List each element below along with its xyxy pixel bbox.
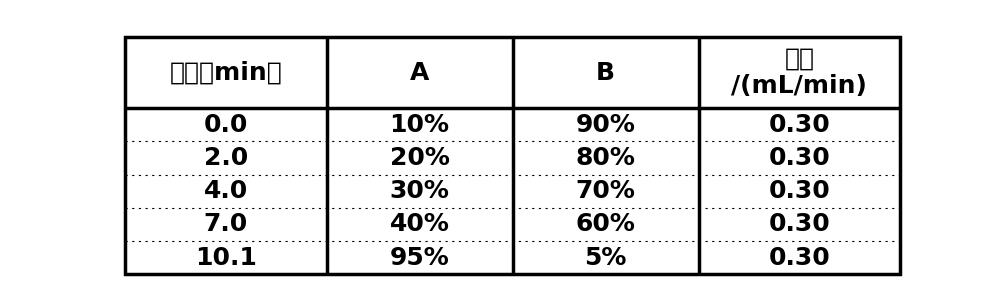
Text: 流速
/(mL/min): 流速 /(mL/min) (731, 47, 867, 99)
Text: 2.0: 2.0 (204, 146, 248, 170)
Text: 60%: 60% (576, 212, 635, 236)
Text: 0.30: 0.30 (768, 179, 830, 203)
Text: 0.30: 0.30 (768, 212, 830, 236)
Text: 0.30: 0.30 (768, 245, 830, 270)
Text: 10%: 10% (390, 113, 450, 137)
Text: 90%: 90% (576, 113, 635, 137)
Text: 7.0: 7.0 (204, 212, 248, 236)
Text: A: A (410, 61, 429, 84)
Text: 0.0: 0.0 (204, 113, 248, 137)
Text: 4.0: 4.0 (204, 179, 248, 203)
Text: 95%: 95% (390, 245, 449, 270)
Text: 70%: 70% (576, 179, 635, 203)
Text: 0.30: 0.30 (768, 146, 830, 170)
Text: 30%: 30% (390, 179, 449, 203)
Text: 0.30: 0.30 (768, 113, 830, 137)
Text: 20%: 20% (390, 146, 449, 170)
Text: 10.1: 10.1 (195, 245, 257, 270)
Text: B: B (596, 61, 615, 84)
Text: 5%: 5% (584, 245, 627, 270)
Text: 80%: 80% (576, 146, 635, 170)
Text: 40%: 40% (390, 212, 449, 236)
Text: 时间（min）: 时间（min） (169, 61, 282, 84)
